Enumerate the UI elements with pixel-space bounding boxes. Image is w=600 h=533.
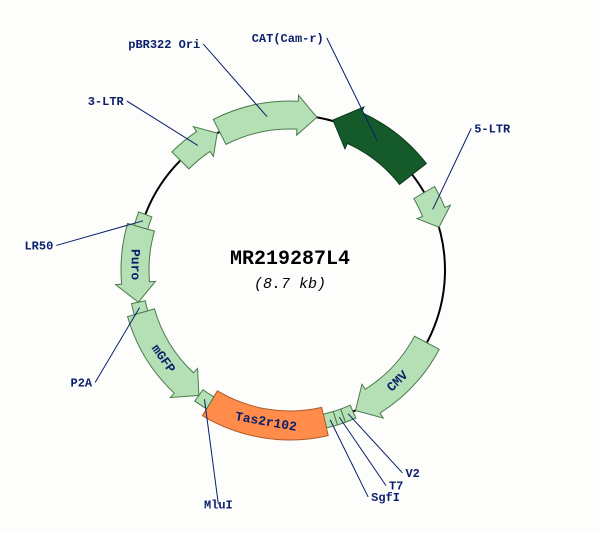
plasmid-title: MR219287L4: [230, 248, 350, 271]
segment-label-puro: Puro: [128, 249, 143, 280]
label-cat: CAT(Cam-r): [252, 32, 324, 46]
leader-p2a: [95, 307, 139, 382]
segment-ltr5: [414, 187, 451, 228]
leader-pbr: [203, 44, 267, 117]
label-ltr5: 5-LTR: [474, 122, 511, 136]
leader-ltr5: [433, 128, 472, 209]
leader-ltr3: [127, 101, 198, 145]
plasmid-map: 5-LTRCMVV2T7SgfITas2r102MluImGFPP2APuroL…: [0, 0, 600, 533]
label-v2: V2: [405, 467, 419, 481]
segment-lr50: [134, 212, 152, 229]
label-sgfi: SgfI: [371, 491, 400, 505]
segment-pbr: [213, 95, 317, 144]
plasmid-size: (8.7 kb): [254, 276, 326, 293]
leader-v2: [348, 414, 402, 473]
label-p2a: P2A: [71, 377, 93, 391]
label-pbr: pBR322 Ori: [128, 38, 200, 52]
label-ltr3: 3-LTR: [88, 95, 125, 109]
label-mlui: MluI: [204, 498, 233, 512]
segment-cat: [333, 107, 426, 184]
label-lr50: LR50: [24, 239, 53, 253]
